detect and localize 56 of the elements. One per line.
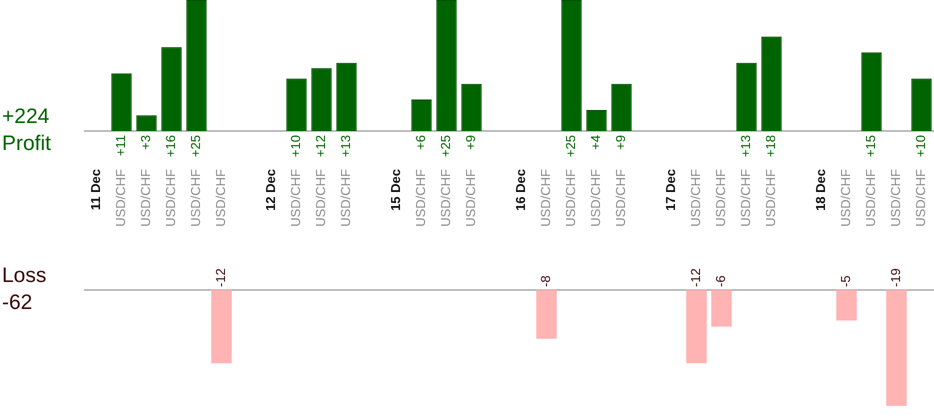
x-tick-label: USD/CHF (588, 168, 604, 227)
data-label: +25 (188, 135, 204, 158)
x-tick-label: USD/CHF (613, 168, 628, 227)
data-label: +18 (763, 135, 778, 158)
x-tick-label: USD/CHF (113, 168, 128, 227)
x-tick-label: 12 Dec (263, 169, 278, 211)
x-tick-label: 17 Dec (663, 169, 678, 211)
data-label: -6 (713, 275, 728, 287)
x-tick-label: USD/CHF (463, 168, 478, 227)
x-tick-label: USD/CHF (563, 168, 578, 227)
data-label: +25 (438, 135, 454, 158)
x-tick-label: USD/CHF (213, 168, 228, 227)
x-tick-label: USD/CHF (313, 168, 328, 227)
data-label: -8 (538, 275, 554, 287)
text: Profit (2, 132, 52, 156)
text: Loss (2, 264, 46, 288)
x-tick-label: USD/CHF (838, 168, 854, 227)
x-tick-label: USD/CHF (763, 168, 778, 227)
data-label: +13 (338, 135, 354, 158)
x-tick-label: USD/CHF (438, 168, 454, 227)
text: +224 (2, 105, 50, 129)
x-tick-label: USD/CHF (888, 168, 904, 227)
data-label: +12 (313, 135, 328, 158)
data-label: +9 (463, 135, 478, 150)
x-tick-label: USD/CHF (738, 168, 754, 227)
data-label: +16 (163, 135, 178, 158)
text: -62 (2, 291, 32, 315)
x-tick-label: 15 Dec (388, 169, 404, 211)
x-tick-label: USD/CHF (138, 168, 154, 227)
x-tick-label: USD/CHF (913, 168, 928, 227)
data-label: +10 (288, 135, 304, 158)
x-tick-label: USD/CHF (538, 168, 554, 227)
data-label: -19 (888, 268, 904, 287)
x-tick-label: USD/CHF (163, 168, 178, 227)
data-label: +6 (413, 135, 428, 150)
data-label: +11 (113, 135, 128, 156)
data-label: -12 (688, 268, 704, 287)
x-tick-label: USD/CHF (288, 168, 304, 227)
data-label: -5 (838, 275, 854, 287)
x-tick-label: USD/CHF (688, 168, 704, 227)
x-tick-label: USD/CHF (713, 168, 728, 227)
data-label: -12 (213, 268, 228, 287)
x-tick-label: USD/CHF (188, 168, 204, 227)
x-tick-label: 16 Dec (513, 169, 528, 211)
data-label: +9 (613, 135, 628, 150)
data-label: +13 (738, 135, 754, 158)
x-tick-label: 18 Dec (813, 169, 828, 211)
data-label: +4 (588, 135, 604, 150)
data-label: +25 (563, 135, 578, 158)
data-label: +10 (913, 135, 928, 158)
data-label: +3 (138, 135, 154, 150)
data-label: +15 (863, 135, 878, 158)
x-tick-label: USD/CHF (338, 168, 354, 227)
x-tick-label: USD/CHF (413, 168, 428, 227)
x-tick-label: USD/CHF (863, 168, 878, 227)
x-tick-label: 11 Dec (88, 169, 104, 210)
